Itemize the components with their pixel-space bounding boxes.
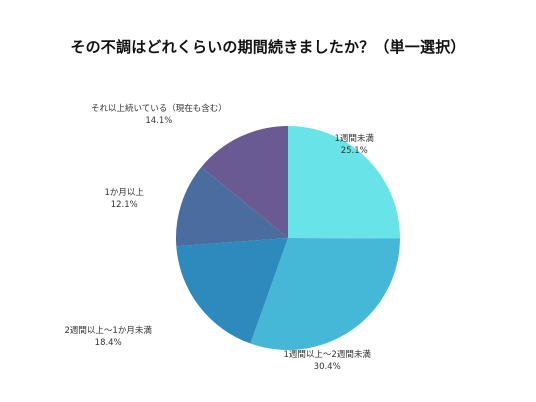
slice-label-ongoing: それ以上続いている（現在も含む） 14.1% xyxy=(91,103,227,127)
slice-2-percent: 18.4% xyxy=(94,338,122,348)
pie-slice-3 xyxy=(175,167,288,247)
slice-3-percent: 12.1% xyxy=(110,200,138,210)
pie-slice-1 xyxy=(250,238,400,350)
slice-2-category: 2週間以上～1か月未満 xyxy=(64,326,152,336)
slice-label-1-to-2-weeks: 1週間以上～2週間未満 30.4% xyxy=(284,349,371,373)
slice-1-percent: 30.4% xyxy=(313,362,341,372)
slice-4-category: それ以上続いている（現在も含む） xyxy=(91,104,227,114)
pie-slice-2 xyxy=(176,238,288,344)
slice-label-over-1-month: 1か月以上 12.1% xyxy=(105,187,144,211)
slice-0-percent: 25.1% xyxy=(340,146,368,156)
slice-1-category: 1週間以上～2週間未満 xyxy=(283,350,371,360)
pie-slice-0 xyxy=(288,126,401,239)
chart-title: その不調はどれくらいの期間続きましたか？（単一選択） xyxy=(70,38,466,56)
slice-label-less-than-1-week: 1週間未満 25.1% xyxy=(335,133,374,157)
slice-4-percent: 14.1% xyxy=(145,116,173,126)
slice-label-2-weeks-to-1-month: 2週間以上～1か月未満 18.4% xyxy=(65,325,152,349)
pie-slice-4 xyxy=(201,126,288,238)
pie-slices xyxy=(175,126,401,350)
slice-0-category: 1週間未満 xyxy=(334,134,374,144)
slice-3-category: 1か月以上 xyxy=(104,188,144,198)
